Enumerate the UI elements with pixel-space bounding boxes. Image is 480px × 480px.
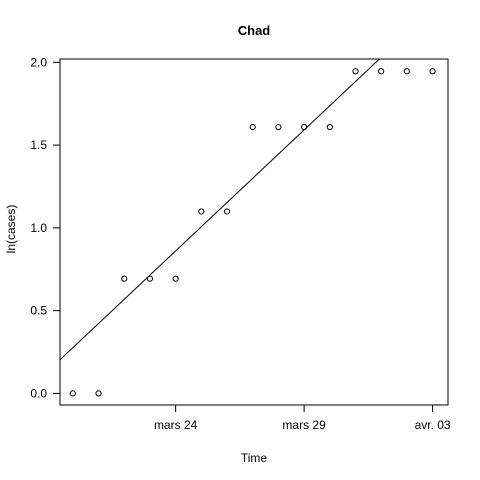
data-point (146, 275, 154, 282)
y-tick-label: 0.5 (30, 304, 47, 318)
chart-title: Chad (238, 23, 271, 38)
y-axis: 0.0 0.5 1.0 1.5 2.0 (30, 55, 60, 400)
x-tick-label: avr. 03 (415, 418, 451, 432)
y-tick-label: 1.5 (30, 138, 47, 152)
x-axis-label: Time (241, 451, 268, 465)
y-tick-label: 1.0 (30, 221, 47, 235)
x-axis: mars 24 mars 29 avr. 03 (154, 405, 451, 432)
data-point (301, 123, 308, 131)
plot-frame (59, 58, 449, 406)
data-point (172, 275, 179, 282)
data-point (249, 123, 256, 131)
data-point (326, 123, 333, 131)
data-point (275, 123, 282, 131)
data-point (403, 68, 410, 75)
regression-line-group (60, 59, 381, 361)
data-point (223, 208, 231, 215)
data-points (69, 68, 436, 397)
data-point (352, 68, 359, 75)
data-point (69, 390, 76, 397)
data-point (95, 390, 102, 397)
data-point (198, 208, 205, 215)
data-point (429, 68, 436, 75)
x-tick-label: mars 24 (154, 418, 198, 432)
data-point (121, 275, 128, 282)
y-tick-label: 0.0 (30, 386, 47, 400)
regression-line (60, 59, 381, 361)
y-tick-label: 2.0 (30, 55, 47, 69)
y-axis-label: ln(cases) (4, 205, 18, 254)
x-tick-label: mars 29 (282, 418, 326, 432)
data-point (378, 68, 385, 75)
